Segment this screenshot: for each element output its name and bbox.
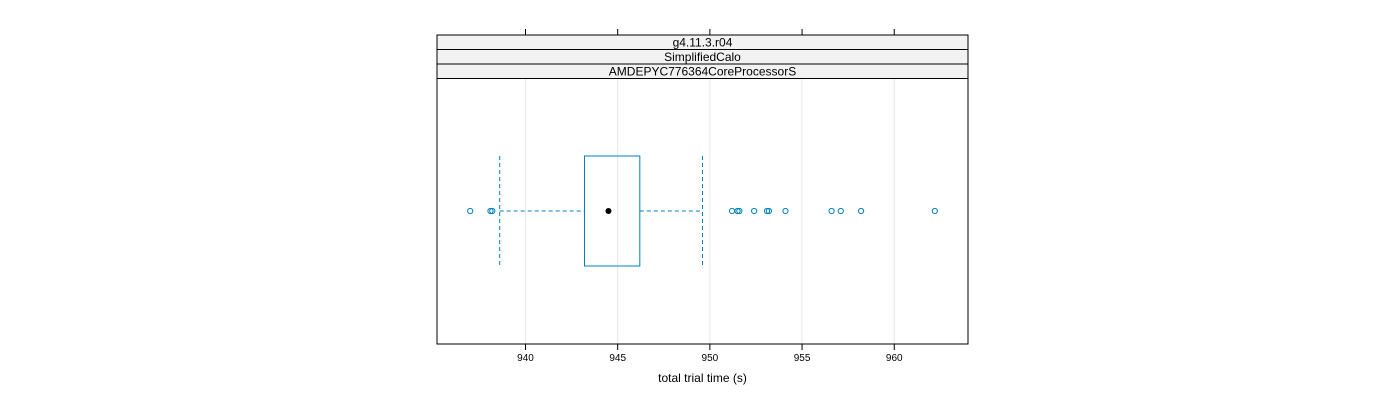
strip-label-2: AMDEPYC776364CoreProcessorS	[609, 64, 796, 78]
outlier-point	[487, 207, 494, 215]
outlier-point	[736, 207, 743, 215]
outlier-point	[931, 207, 938, 215]
outlier-point	[857, 207, 865, 215]
x-tick-label: 950	[702, 353, 719, 364]
strip-label-1: SimplifiedCalo	[664, 50, 741, 64]
outlier-point	[763, 207, 771, 215]
outlier-point	[467, 207, 474, 215]
x-tick-label: 945	[609, 353, 626, 364]
x-tick-label: 960	[886, 353, 903, 364]
outlier-point	[765, 207, 772, 215]
iqr-box	[584, 155, 641, 267]
outlier-point	[489, 207, 496, 215]
x-axis-label: total trial time (s)	[658, 371, 747, 385]
outlier-point	[828, 207, 835, 215]
outlier-point	[728, 207, 736, 215]
x-tick-label: 955	[794, 353, 811, 364]
plot-frame	[436, 78, 969, 345]
outlier-point	[734, 207, 741, 215]
strip-label-0: g4.11.3.r04	[673, 35, 733, 49]
outlier-point	[751, 207, 758, 215]
median-dot	[605, 208, 612, 214]
outlier-point	[837, 207, 844, 215]
outlier-point	[782, 207, 789, 215]
x-tick-label: 940	[517, 353, 534, 364]
